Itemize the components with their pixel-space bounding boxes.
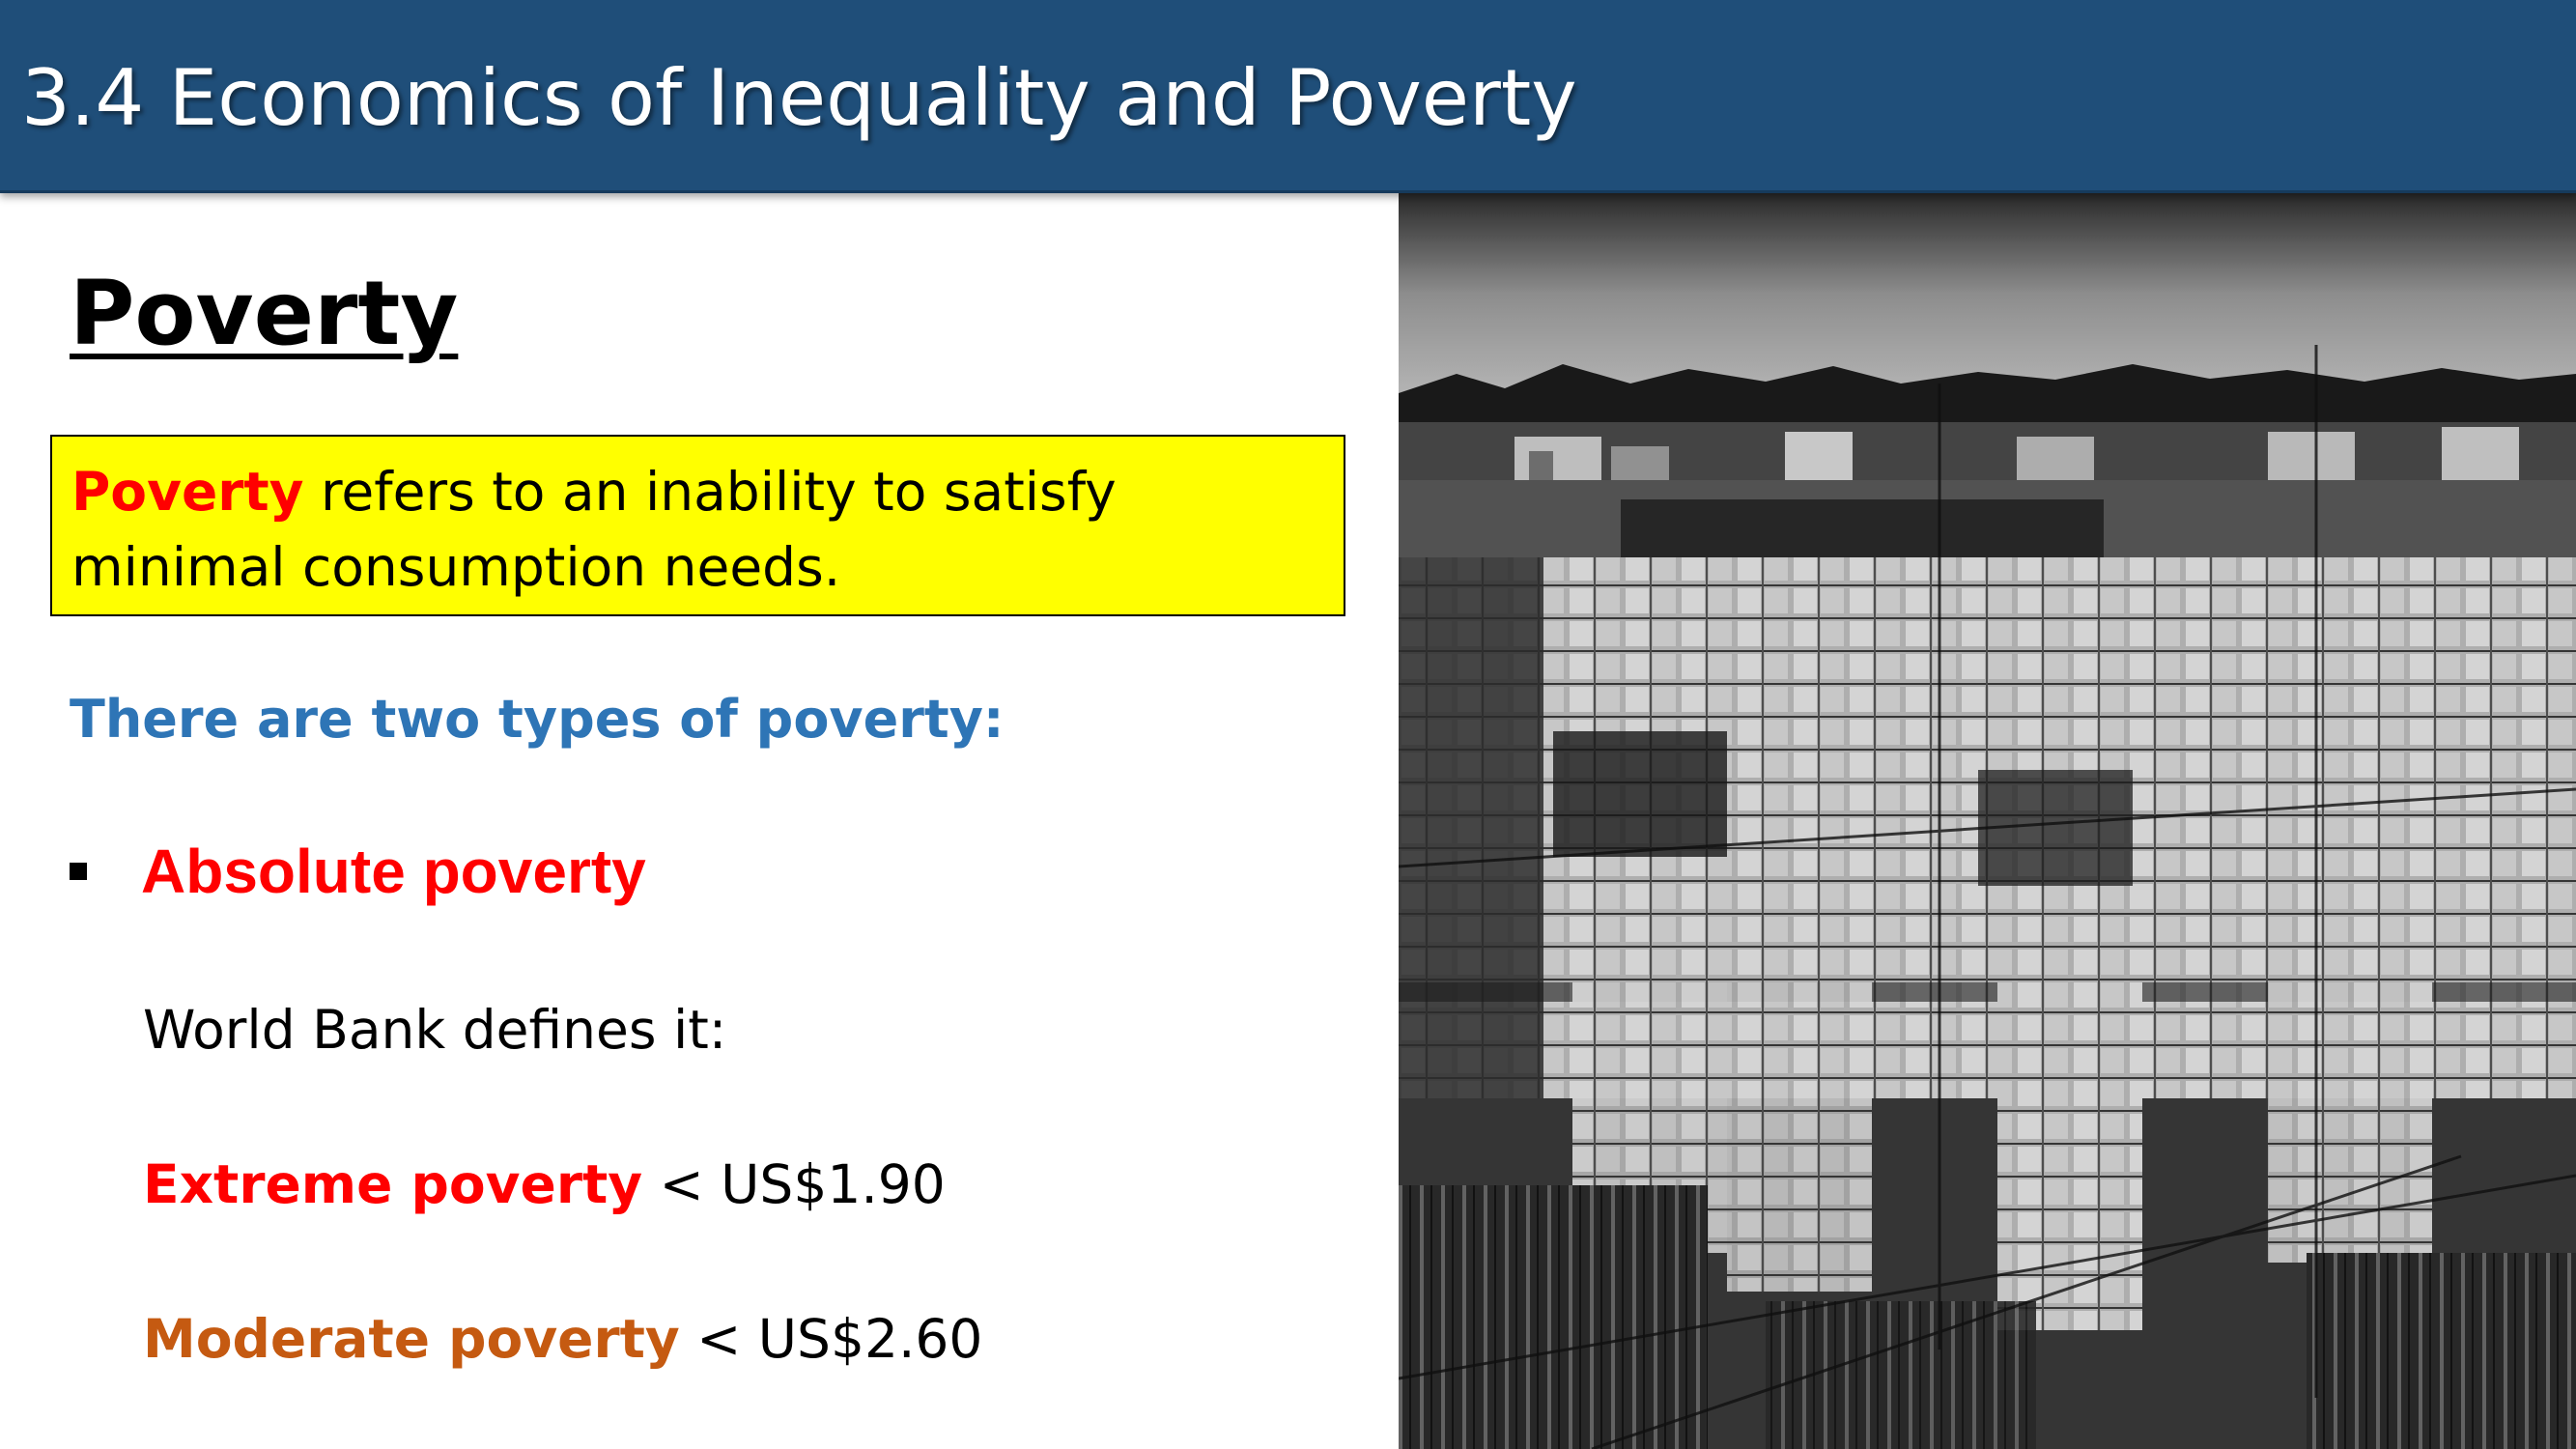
slide-title: 3.4 Economics of Inequality and Poverty [21,53,1577,143]
extreme-poverty-line: Extreme poverty < US$1.90 [143,1146,946,1223]
bullet-absolute-poverty: Absolute poverty [70,833,646,910]
types-intro: There are two types of poverty: [70,689,1005,750]
extreme-poverty-value: < US$1.90 [642,1153,946,1215]
moderate-poverty-label: Moderate poverty [143,1308,680,1370]
section-heading: Poverty [70,262,459,365]
cemetery-slum-photo [1399,190,2576,1449]
photo-illustration [1399,190,2576,1449]
bullet-label: Absolute poverty [141,837,646,906]
definition-box: Poverty refers to an inability to satisf… [50,435,1345,616]
world-bank-line: World Bank defines it: [143,999,727,1061]
definition-text: refers to an inability to satisfy minima… [71,461,1117,598]
moderate-poverty-value: < US$2.60 [679,1308,983,1370]
title-bar: 3.4 Economics of Inequality and Poverty [0,0,2576,193]
moderate-poverty-line: Moderate poverty < US$2.60 [143,1300,982,1378]
square-bullet-icon [70,863,87,880]
extreme-poverty-label: Extreme poverty [143,1153,643,1215]
definition-term: Poverty [71,461,304,523]
